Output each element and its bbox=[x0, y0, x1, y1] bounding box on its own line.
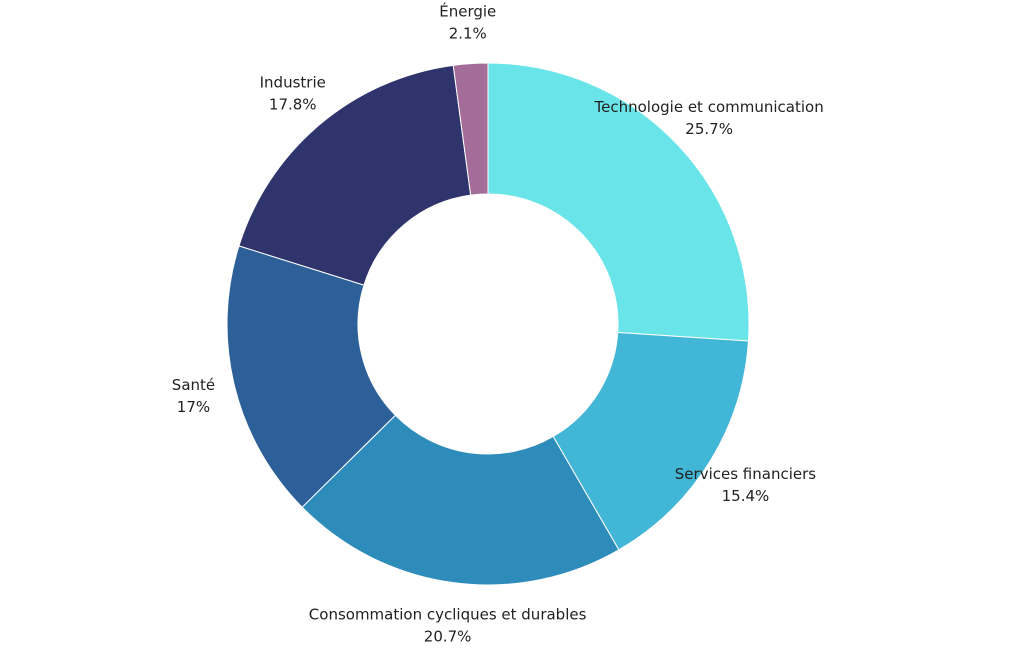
slice-label-group-industrie: Industrie 17.8% bbox=[260, 73, 326, 113]
slice-category-label: Santé bbox=[172, 376, 215, 394]
slice-label-group-consommation-cycliques-et-durables: Consommation cycliques et durables 20.7% bbox=[309, 605, 587, 645]
slice-value-label: 2.1% bbox=[449, 25, 487, 43]
slice-label-group-services-financiers: Services financiers 15.4% bbox=[675, 465, 816, 505]
slice-value-label: 15.4% bbox=[722, 487, 770, 505]
donut-slice-services-financiers[interactable] bbox=[552, 331, 749, 551]
slice-category-label: Énergie bbox=[439, 2, 496, 21]
slice-category-label: Consommation cycliques et durables bbox=[309, 605, 587, 623]
slice-label-group-technologie-et-communication: Technologie et communication 25.7% bbox=[594, 98, 824, 138]
slice-category-label: Services financiers bbox=[675, 465, 816, 483]
donut-slice-sante[interactable] bbox=[226, 245, 397, 508]
slice-value-label: 17% bbox=[177, 398, 210, 416]
donut-slice-industrie[interactable] bbox=[238, 64, 472, 286]
donut-slice-energie[interactable] bbox=[452, 62, 489, 196]
slice-value-label: 20.7% bbox=[424, 627, 472, 645]
slice-value-label: 17.8% bbox=[269, 95, 317, 113]
slice-value-label: 25.7% bbox=[685, 120, 733, 138]
slice-label-group-energie: Énergie 2.1% bbox=[439, 2, 496, 43]
slice-category-label: Industrie bbox=[260, 73, 326, 91]
donut-slice-technologie-et-communication[interactable] bbox=[487, 62, 750, 342]
slice-label-group-sante: Santé 17% bbox=[172, 376, 215, 416]
slice-category-label: Technologie et communication bbox=[594, 98, 824, 116]
donut-slice-consommation-cycliques-et-durables[interactable] bbox=[301, 414, 620, 586]
